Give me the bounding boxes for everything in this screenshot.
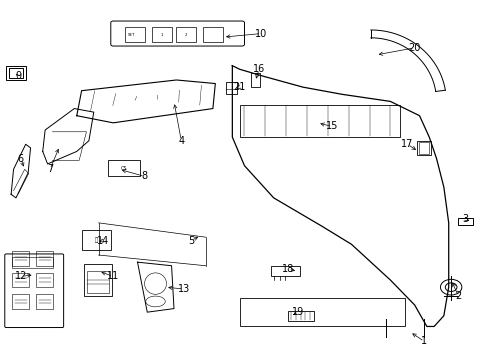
Text: 4: 4 — [178, 136, 184, 146]
Text: 19: 19 — [291, 307, 304, 317]
Text: 14: 14 — [97, 236, 109, 246]
Text: 1: 1 — [421, 337, 427, 346]
Text: 1: 1 — [160, 33, 163, 37]
Text: 10: 10 — [255, 28, 267, 39]
Text: 5: 5 — [187, 236, 194, 246]
Text: 12: 12 — [15, 271, 27, 282]
Bar — [36, 294, 53, 309]
Bar — [12, 273, 29, 287]
Text: 21: 21 — [233, 82, 245, 92]
Text: 2: 2 — [184, 33, 187, 37]
Bar — [250, 73, 259, 87]
Bar — [108, 160, 140, 176]
Bar — [6, 66, 26, 80]
Bar — [287, 311, 313, 321]
Bar — [416, 141, 430, 155]
Bar — [36, 251, 53, 266]
Bar — [84, 264, 112, 296]
Bar — [87, 271, 109, 293]
Text: 17: 17 — [400, 139, 413, 149]
Text: CS: CS — [121, 166, 127, 171]
Text: 9: 9 — [15, 71, 21, 81]
Bar — [239, 298, 404, 327]
Bar — [12, 251, 29, 266]
Text: 7: 7 — [47, 164, 53, 174]
Bar — [176, 27, 196, 42]
Text: 11: 11 — [107, 271, 119, 282]
Text: 8: 8 — [142, 171, 147, 181]
Bar — [203, 27, 222, 42]
Bar — [12, 257, 53, 267]
Bar — [225, 82, 236, 94]
Bar — [9, 68, 23, 78]
Text: 2: 2 — [454, 291, 461, 301]
Text: 15: 15 — [325, 121, 338, 131]
Bar — [271, 266, 300, 276]
Bar — [125, 27, 144, 42]
Bar — [36, 273, 53, 287]
Bar — [418, 142, 428, 154]
Bar — [239, 105, 399, 137]
Text: 13: 13 — [177, 284, 189, 294]
Text: 18: 18 — [282, 264, 294, 274]
Bar — [458, 217, 472, 225]
Text: 20: 20 — [407, 43, 420, 53]
Text: 16: 16 — [252, 64, 264, 74]
Text: 🚗: 🚗 — [94, 237, 98, 243]
Text: 3: 3 — [462, 214, 468, 224]
Text: 6: 6 — [18, 154, 24, 163]
Bar — [81, 230, 111, 249]
Text: SET: SET — [128, 33, 135, 37]
Bar — [12, 294, 29, 309]
Bar — [152, 27, 171, 42]
